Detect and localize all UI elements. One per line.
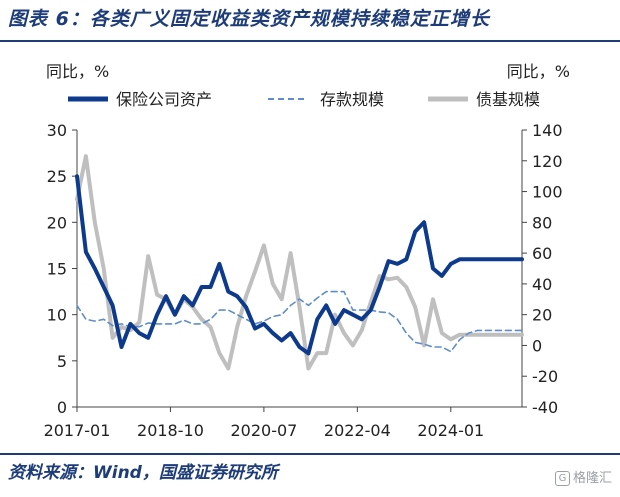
watermark-text: 格隆汇 [572,471,612,486]
left-tick-label: 5 [57,352,67,371]
watermark: G 格隆汇 [554,467,612,486]
source-rule [0,453,620,455]
left-axis-unit: 同比，% [46,62,110,81]
legend: 保险公司资产 存款规模 债基规模 [68,86,568,112]
right-tick-label: 80 [532,213,552,232]
legend-label-deposit: 存款规模 [320,90,385,109]
figure-title: 图表 6：各类广义固定收益类资产规模持续稳定正增长 [8,8,490,30]
right-tick-label: 60 [532,244,552,263]
x-tick-label: 2017-01 [44,421,111,440]
title-rule [0,40,620,42]
right-tick-label: -20 [532,367,558,386]
right-axis-unit: 同比，% [506,62,570,81]
series-line-deposit [76,290,523,353]
right-tick-label: 40 [532,275,552,294]
legend-label-insurance: 保险公司资产 [116,90,213,109]
left-tick-label: 30 [47,121,67,140]
x-tick-label: 2022-04 [324,421,391,440]
right-tick-label: -40 [532,398,558,417]
right-tick-label: 0 [532,336,542,355]
right-tick-label: 120 [532,152,563,171]
series-line-bond-fund [75,154,524,371]
x-tick-label: 2018-10 [137,421,204,440]
legend-swatch-insurance [68,96,108,102]
legend-swatch-bond-fund [428,96,468,102]
left-tick-label: 0 [57,398,67,417]
left-tick-label: 25 [47,167,67,186]
right-tick-label: 20 [532,306,552,325]
legend-swatch-deposit [268,98,308,100]
left-tick-label: 15 [47,260,67,279]
right-tick-label: 140 [532,121,563,140]
x-tick-label: 2020-07 [230,421,297,440]
x-tick-label: 2024-01 [417,421,484,440]
left-tick-label: 20 [47,213,67,232]
series-line-insurance [75,174,524,356]
left-tick-label: 10 [47,306,67,325]
legend-item-bond-fund: 债基规模 [428,86,540,110]
right-tick-label: 100 [532,183,563,202]
source-note: 资料来源：Wind，国盛证券研究所 [8,463,278,483]
watermark-logo-icon: G [554,471,570,486]
legend-item-insurance: 保险公司资产 [68,86,212,110]
legend-item-deposit: 存款规模 [268,86,384,110]
legend-label-bond-fund: 债基规模 [476,90,541,109]
